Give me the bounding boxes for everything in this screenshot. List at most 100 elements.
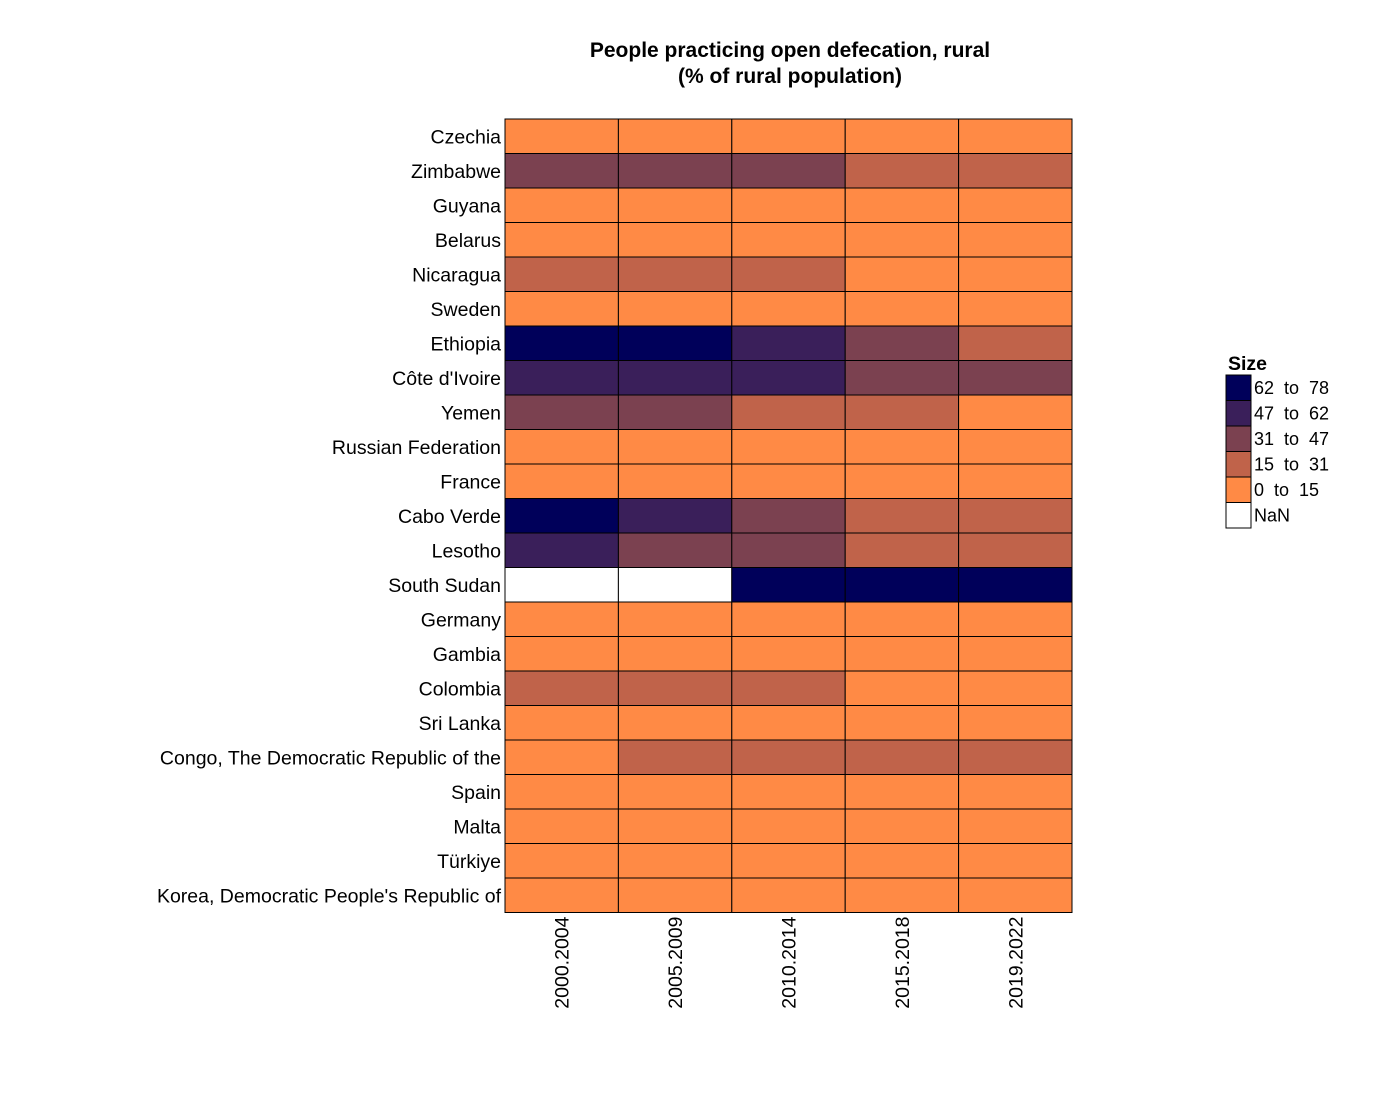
heatmap-cell [617, 774, 733, 810]
heatmap-cell [731, 532, 846, 568]
column-label: 2015.2018 [892, 917, 914, 1009]
heatmap-cell [504, 705, 619, 741]
heatmap-cell [958, 567, 1073, 603]
heatmap-cell [504, 429, 619, 465]
heatmap-cell [958, 187, 1073, 223]
heatmap-cell [731, 843, 846, 879]
heatmap-cell [617, 360, 733, 396]
heatmap-cell [844, 532, 960, 568]
row-label: Germany [421, 609, 501, 631]
heatmap-cell [958, 325, 1073, 361]
heatmap-cell [844, 670, 960, 706]
heatmap-cells [504, 118, 1073, 913]
heatmap-cell [844, 256, 960, 292]
heatmap-cell [958, 705, 1073, 741]
heatmap-cell [504, 153, 619, 189]
heatmap-cell [844, 187, 960, 223]
legend-swatch [1225, 374, 1252, 401]
heatmap-cell [844, 843, 960, 879]
heatmap-cell [617, 705, 733, 741]
row-label: Sri Lanka [419, 713, 502, 735]
heatmap-cell [617, 532, 733, 568]
heatmap-cell [958, 843, 1073, 879]
heatmap-cell [731, 222, 846, 258]
legend-label: 62 to 78 [1254, 378, 1329, 398]
heatmap-cell [844, 774, 960, 810]
legend-swatch [1225, 400, 1252, 427]
row-label: Colombia [419, 678, 502, 700]
row-label: Guyana [433, 195, 501, 217]
row-label: Sweden [431, 299, 501, 321]
heatmap-cell [731, 705, 846, 741]
heatmap-cell [958, 532, 1073, 568]
row-label: Yemen [441, 402, 501, 424]
row-labels: Czechia Zimbabwe Guyana Belarus Nicaragua Swe… [157, 126, 502, 907]
legend-swatch [1225, 425, 1252, 452]
row-label: Türkiye [437, 851, 501, 873]
row-label: Gambia [433, 644, 501, 666]
row-label: Nicaragua [412, 264, 501, 286]
legend: Size 62 to 78 47 to 62 31 to 47 15 to 31 0 t… [1225, 353, 1329, 529]
heatmap-cell [731, 567, 846, 603]
row-label: Malta [453, 816, 501, 838]
heatmap-cell [504, 187, 619, 223]
heatmap-cell [617, 291, 733, 327]
heatmap-cell [504, 636, 619, 672]
heatmap-cell [731, 463, 846, 499]
heatmap-cell [504, 808, 619, 844]
row-label: Russian Federation [332, 437, 501, 459]
heatmap-cell [617, 463, 733, 499]
heatmap-cell [504, 532, 619, 568]
heatmap-cell [617, 153, 733, 189]
heatmap-cell [958, 222, 1073, 258]
heatmap-cell [504, 256, 619, 292]
heatmap-cell [958, 877, 1073, 913]
row-label: Korea, Democratic People's Republic of [157, 885, 502, 907]
heatmap-cell [617, 498, 733, 534]
heatmap-cell [617, 739, 733, 775]
heatmap-cell [844, 291, 960, 327]
heatmap-cell [958, 739, 1073, 775]
heatmap-cell [731, 670, 846, 706]
row-label: Cabo Verde [398, 506, 501, 528]
heatmap-cell [958, 291, 1073, 327]
heatmap-cell [731, 877, 846, 913]
legend-label: NaN [1254, 506, 1290, 526]
heatmap-cell [844, 429, 960, 465]
heatmap-cell [731, 429, 846, 465]
heatmap-cell [844, 153, 960, 189]
row-label: Congo, The Democratic Republic of the [160, 747, 501, 769]
heatmap-cell [504, 739, 619, 775]
heatmap-cell [504, 291, 619, 327]
heatmap-cell [958, 463, 1073, 499]
legend-label: 47 to 62 [1254, 404, 1329, 424]
heatmap-cell [958, 808, 1073, 844]
chart-title-line-1: People practicing open defecation, rural [590, 39, 990, 62]
heatmap-cell [617, 187, 733, 223]
heatmap-cell [731, 636, 846, 672]
heatmap-cell [504, 118, 619, 154]
heatmap-cell [617, 601, 733, 637]
heatmap-cell [958, 360, 1073, 396]
legend-swatch [1225, 476, 1252, 503]
heatmap-cell [504, 567, 619, 603]
heatmap-cell [731, 256, 846, 292]
heatmap-cell [958, 774, 1073, 810]
column-label: 2010.2014 [779, 916, 801, 1008]
heatmap-cell [844, 808, 960, 844]
heatmap-cell [844, 877, 960, 913]
heatmap-cell [844, 222, 960, 258]
heatmap-cell [617, 670, 733, 706]
heatmap-cell [617, 256, 733, 292]
heatmap-cell [844, 601, 960, 637]
row-label: Zimbabwe [411, 161, 501, 183]
row-label: Ethiopia [431, 333, 502, 355]
heatmap-cell [504, 222, 619, 258]
heatmap-cell [617, 222, 733, 258]
heatmap-cell [504, 843, 619, 879]
heatmap-cell [504, 394, 619, 430]
heatmap-cell [617, 567, 733, 603]
heatmap-cell [731, 118, 846, 154]
heatmap-cell [504, 601, 619, 637]
heatmap-cell [958, 636, 1073, 672]
